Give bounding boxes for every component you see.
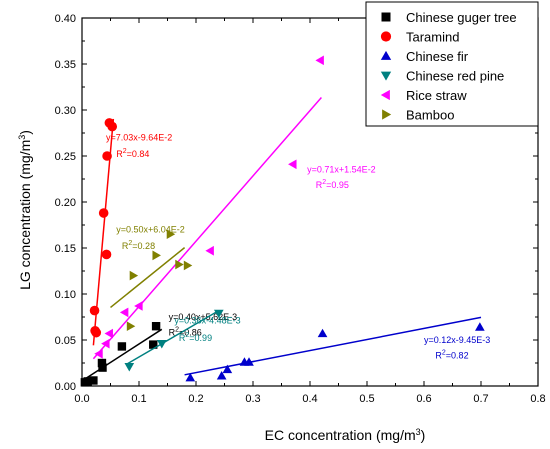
data-point: [222, 364, 233, 374]
data-point: [134, 301, 143, 311]
x-tick-label: 0.0: [74, 393, 89, 405]
data-point: [185, 372, 196, 382]
fit-line: [110, 247, 186, 309]
y-axis-title: LG concentration (mg/m3): [17, 130, 33, 290]
fit-r-squared: R2=0.86: [169, 326, 202, 337]
data-point: [126, 321, 136, 332]
x-tick-label: 0.4: [302, 393, 317, 405]
fit-r-squared: R2=0.28: [122, 240, 155, 251]
data-point: [129, 270, 139, 281]
data-point: [205, 245, 214, 256]
data-point: [101, 249, 112, 260]
legend-label: Bamboo: [406, 108, 454, 123]
x-tick-label: 0.5: [359, 393, 374, 405]
data-point: [213, 309, 224, 319]
legend-label: Taramind: [406, 30, 459, 45]
data-point: [102, 151, 112, 161]
fit-equation: y=0.50x+6.04E-2: [116, 224, 185, 234]
y-tick-label: 0.35: [55, 59, 76, 71]
series-group: y=0.40x+5.62E-3 R2=0.86: [80, 312, 238, 387]
data-point: [89, 305, 100, 316]
data-point: [244, 357, 254, 366]
series-group: y=0.36x-4.48E-3 R2=0.99: [124, 309, 241, 372]
data-point: [315, 55, 324, 66]
series-group: y=0.12x-9.45E-3 R2=0.82: [184, 316, 490, 382]
data-point: [475, 322, 485, 331]
data-point: [91, 327, 102, 338]
data-point: [183, 260, 193, 271]
x-tick-label: 0.6: [416, 393, 431, 405]
data-point: [288, 159, 297, 170]
x-tick-label: 0.3: [245, 393, 260, 405]
y-tick-label: 0.00: [55, 381, 76, 393]
legend-marker: [381, 12, 391, 22]
legend-label: Chinese guger tree: [406, 10, 517, 25]
data-point: [149, 340, 158, 349]
legend-label: Rice straw: [406, 88, 467, 103]
data-point: [117, 342, 127, 351]
y-tick-label: 0.15: [55, 243, 76, 255]
y-tick-label: 0.10: [55, 289, 76, 301]
data-point: [101, 338, 110, 349]
legend-marker: [380, 31, 392, 42]
x-tick-label: 0.7: [473, 393, 488, 405]
fit-line: [184, 316, 482, 376]
legend-marker: [380, 71, 392, 81]
x-tick-label: 0.1: [131, 393, 146, 405]
data-point: [94, 348, 103, 359]
fit-equation: y=7.03x-9.64E-2: [106, 132, 172, 142]
fit-line: [127, 309, 220, 365]
data-point: [107, 121, 118, 132]
x-tick-label: 0.8: [530, 393, 545, 405]
legend-marker: [380, 50, 392, 60]
x-tick-label: 0.2: [188, 393, 203, 405]
data-point: [175, 259, 184, 270]
data-point: [97, 358, 107, 368]
fit-equation: y=0.36x-4.48E-3: [174, 315, 240, 325]
fit-r-squared: R2=0.99: [179, 332, 212, 343]
fit-line: [81, 328, 163, 382]
y-tick-label: 0.20: [55, 197, 76, 209]
series-group: y=0.71x+1.54E-2 R2=0.95: [92, 55, 376, 360]
data-point: [317, 328, 328, 338]
fit-equation: y=0.40x+5.62E-3: [169, 312, 238, 322]
data-point: [98, 363, 107, 372]
data-point: [152, 250, 161, 261]
y-tick-label: 0.25: [55, 151, 76, 163]
data-point: [104, 328, 113, 339]
x-axis-title: EC concentration (mg/m3): [265, 427, 426, 443]
data-point: [89, 376, 98, 385]
fit-equation: y=0.71x+1.54E-2: [307, 165, 376, 175]
data-point: [156, 340, 167, 349]
legend-marker: [380, 89, 390, 101]
fit-r-squared: R2=0.95: [316, 179, 349, 190]
legend-box: [365, 1, 539, 127]
data-point: [166, 229, 176, 240]
series-group: y=7.03x-9.64E-2 R2=0.84: [89, 118, 172, 346]
data-point: [98, 208, 109, 218]
series-group: y=0.50x+6.04E-2 R2=0.28: [110, 224, 193, 332]
legend-label: Chinese red pine: [406, 69, 504, 84]
data-point: [216, 371, 227, 380]
data-point: [83, 377, 92, 386]
fit-line: [92, 96, 322, 360]
data-point: [124, 363, 135, 372]
legend-label: Chinese fir: [406, 49, 469, 64]
legend-marker: [382, 109, 392, 120]
data-point: [151, 322, 161, 331]
y-tick-label: 0.30: [55, 105, 76, 117]
data-point: [119, 307, 129, 318]
fit-r-squared: R2=0.82: [435, 349, 468, 360]
y-tick-label: 0.05: [55, 335, 76, 347]
y-tick-label: 0.40: [55, 13, 76, 25]
fit-equation: y=0.12x-9.45E-3: [424, 335, 490, 345]
fit-r-squared: R2=0.84: [116, 148, 149, 159]
